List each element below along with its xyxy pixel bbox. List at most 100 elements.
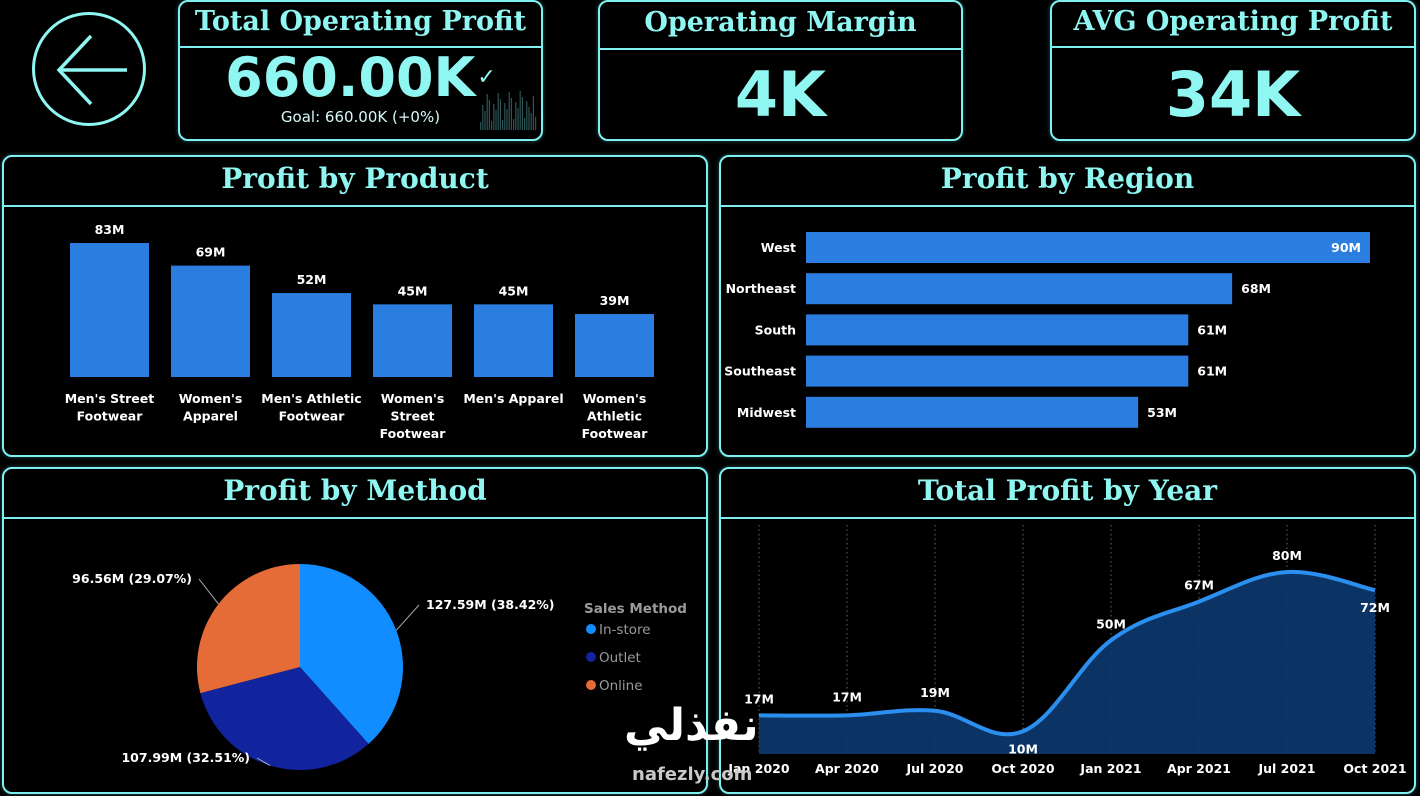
arrow-left-icon	[56, 34, 127, 106]
product-category-label: Women's Apparel	[179, 391, 243, 424]
pie-legend-item[interactable]: Online	[599, 678, 643, 694]
kpi-value: 4K	[734, 58, 827, 131]
region-bar[interactable]	[806, 273, 1233, 305]
product-bar[interactable]	[373, 304, 452, 377]
product-bar[interactable]	[474, 304, 553, 377]
year-x-tick-label: Apr 2020	[815, 761, 879, 776]
year-data-label: 67M	[1184, 578, 1214, 593]
back-button[interactable]	[32, 12, 146, 126]
pie-legend-item[interactable]: In-store	[599, 622, 651, 638]
product-bar[interactable]	[171, 265, 250, 377]
area-line[interactable]	[758, 569, 1376, 737]
product-category-label: Men's Apparel	[463, 391, 563, 406]
product-data-label: 39M	[600, 293, 630, 308]
year-data-label: 19M	[920, 685, 950, 700]
year-data-label: 50M	[1096, 616, 1126, 631]
sparkline-tick	[530, 113, 532, 130]
sparkline-tick	[488, 100, 490, 130]
sparkline-tick	[495, 110, 497, 130]
region-data-label: 68M	[1241, 281, 1271, 296]
sparkline-tick	[513, 119, 515, 130]
sparkline-tick	[499, 99, 501, 130]
panel-total-profit-by-year: Total Profit by Year 17M Jan 2020 17M Apr 2…	[719, 467, 1416, 794]
year-x-tick-label: Jul 2021	[1258, 761, 1316, 776]
kpi-operating-margin: Operating Margin 4K	[598, 0, 963, 141]
region-bar[interactable]	[806, 232, 1370, 263]
check-icon: ✓	[477, 65, 496, 90]
pie-slice[interactable]	[200, 667, 369, 770]
sparkline-tick	[480, 122, 482, 130]
sparkline-tick	[519, 91, 521, 130]
year-data-label: 10M	[1008, 741, 1038, 756]
product-category-label: Men's Street Footwear	[65, 391, 155, 424]
chart-title: Profit by Product	[4, 157, 706, 207]
sparkline-tick	[515, 102, 517, 130]
legend-marker	[586, 624, 596, 634]
product-bar[interactable]	[70, 243, 149, 377]
sparkline-tick	[486, 94, 488, 130]
pie-legend-item[interactable]: Outlet	[599, 650, 641, 666]
area-fill	[759, 571, 1375, 754]
product-bar[interactable]	[575, 314, 654, 377]
year-x-tick-label: Oct 2020	[991, 761, 1054, 776]
region-data-label: 61M	[1197, 322, 1227, 337]
year-x-tick-label: Jan 2020	[727, 761, 789, 776]
region-category-label: Northeast	[726, 281, 796, 296]
sparkline-tick	[482, 105, 484, 130]
method-pie-chart: 127.59M (38.42%) 107.99M (32.51%) 96.56M (…	[72, 564, 687, 770]
sparkline-tick	[491, 121, 493, 130]
pie-leader-line	[395, 604, 420, 631]
sparkline-tick	[484, 111, 486, 130]
pie-slice[interactable]	[197, 564, 300, 694]
pie-leader-line	[256, 757, 271, 767]
sparkline-tick	[493, 104, 495, 130]
kpi-value: 660.00K✓	[225, 46, 496, 109]
legend-marker	[586, 652, 596, 662]
product-category-label: Women's Street Footwear	[380, 391, 447, 441]
product-category-label: Women's Athletic Footwear	[582, 391, 649, 441]
chart-title: Profit by Method	[4, 469, 706, 519]
year-data-label: 72M	[1360, 600, 1390, 615]
pie-data-label: 96.56M (29.07%)	[72, 571, 192, 586]
watermark-logo-arabic: نفذلي	[624, 700, 759, 751]
region-bar[interactable]	[806, 355, 1189, 387]
year-area-chart: 17M Jan 2020 17M Apr 2020 19M Jul 2020 10M Oct …	[727, 525, 1407, 776]
region-data-label: 61M	[1197, 364, 1227, 379]
product-data-label: 83M	[95, 222, 125, 237]
product-category-label: Men's Athletic Footwear	[261, 391, 361, 424]
region-bar[interactable]	[806, 396, 1139, 428]
sparkline-tick	[506, 109, 508, 130]
panel-profit-by-region: Profit by Region West 90M Northeast 68M Sout…	[719, 155, 1416, 457]
region-bar-chart: West 90M Northeast 68M South 61M Southeast 61M M…	[724, 232, 1370, 428]
sparkline-tick	[532, 96, 534, 130]
region-data-label: 53M	[1147, 405, 1177, 420]
product-data-label: 52M	[297, 272, 327, 287]
kpi-title: AVG Operating Profit	[1052, 2, 1414, 48]
pie-data-label: 127.59M (38.42%)	[426, 597, 555, 612]
product-data-label: 69M	[196, 245, 226, 260]
pie-slice[interactable]	[300, 564, 403, 744]
sparkline-tick	[508, 92, 510, 130]
sparkline-tick	[524, 118, 526, 130]
year-data-label: 17M	[832, 689, 862, 704]
sparkline-tick	[526, 101, 528, 130]
kpi-title: Operating Margin	[600, 2, 961, 50]
region-category-label: Midwest	[737, 405, 796, 420]
pie-data-label: 107.99M (32.51%)	[121, 750, 250, 765]
region-category-label: South	[755, 322, 796, 337]
product-bar-chart: 83M Men's Street Footwear 69M Women's Apparel…	[65, 222, 654, 441]
pie-leader-line	[198, 578, 219, 605]
kpi-sparkline	[480, 91, 537, 130]
year-x-tick-label: Apr 2021	[1167, 761, 1231, 776]
kpi-title: Total Operating Profit	[180, 2, 541, 48]
kpi-goal: Goal: 660.00K (+0%)	[280, 108, 441, 126]
legend-marker	[586, 680, 596, 690]
year-data-label: 17M	[744, 691, 774, 706]
region-category-label: West	[761, 240, 796, 255]
chart-title: Total Profit by Year	[721, 469, 1414, 519]
region-bar[interactable]	[806, 314, 1189, 346]
panel-profit-by-method: Profit by Method 127.59M (38.42%) 107.99M…	[2, 467, 708, 794]
sparkline-tick	[497, 93, 499, 130]
product-bar[interactable]	[272, 293, 351, 377]
